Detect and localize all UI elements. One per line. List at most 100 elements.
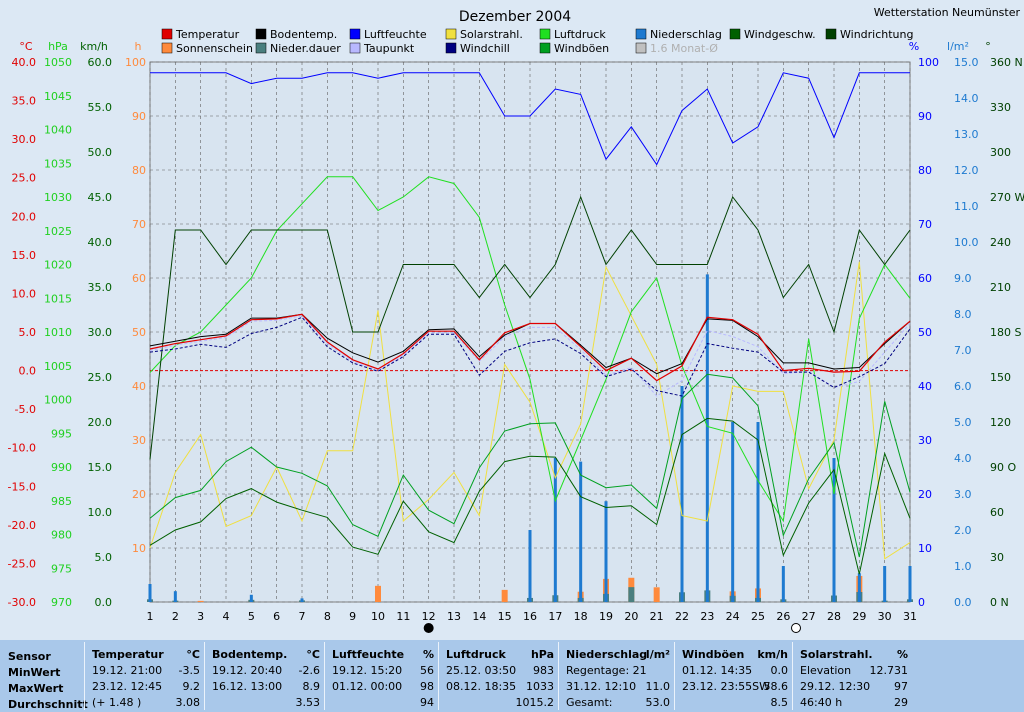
legend-label: Niederschlag xyxy=(650,28,722,41)
day-tick-label: 2 xyxy=(172,610,179,623)
stats-block-header: Temperatur °C xyxy=(92,648,200,662)
day-tick-label: 1 xyxy=(147,610,154,623)
temp-tick-label: 10.0 xyxy=(12,287,37,300)
legend-label: Windböen xyxy=(554,42,609,55)
stats-cell-label: 08.12. 18:35 xyxy=(446,680,517,693)
precipitation-bar xyxy=(300,598,304,602)
legend-label: Sonnenschein xyxy=(176,42,253,55)
humidity-axis-unit: % xyxy=(909,40,919,53)
stats-separator xyxy=(324,642,325,710)
pressure-axis-unit: hPa xyxy=(48,40,68,53)
direction-tick-label: 90 O xyxy=(990,461,1016,474)
day-tick-label: 30 xyxy=(878,610,892,623)
stats-cell-value: 0.0 xyxy=(770,664,789,677)
stats-cell-label: 01.12. 00:00 xyxy=(332,680,403,693)
pressure-tick-label: 1015 xyxy=(44,292,72,305)
stats-cell-value: 8.9 xyxy=(302,680,321,693)
precipitation-bar xyxy=(173,591,177,602)
pressure-tick-label: 1020 xyxy=(44,259,72,272)
stats-separator xyxy=(558,642,559,710)
legend-swatch xyxy=(825,28,837,40)
stats-row: 01.12. 14:35 0.0 xyxy=(682,664,788,678)
stats-block-header: Bodentemp. °C xyxy=(212,648,320,662)
direction-tick-label: 330 xyxy=(990,101,1011,114)
stats-separator xyxy=(204,642,205,710)
stats-cell-label: 01.12. 14:35 xyxy=(682,664,753,677)
stats-separator xyxy=(438,642,439,710)
stats-cell-label: 46:40 h xyxy=(800,696,843,709)
precipitation-bar xyxy=(756,422,760,602)
legend-label: Temperatur xyxy=(175,28,240,41)
pressure-tick-label: 1045 xyxy=(44,90,72,103)
stats-block-niederschlag: Niederschlag l/m² Regentage: 21 31.12. 12:1… xyxy=(560,642,674,710)
rain-tick-label: 6.0 xyxy=(954,380,972,393)
stats-block-title: Luftdruck xyxy=(446,648,506,661)
humidity-tick-label: 30 xyxy=(918,434,932,447)
stats-cell-label: 19.12. 15:20 xyxy=(332,664,403,677)
stats-block-header: Windböen km/h xyxy=(682,648,788,662)
stats-block-unit: l/m² xyxy=(645,648,670,661)
temp-tick-label: -20.0 xyxy=(8,519,36,532)
stats-block-bodentemp: Bodentemp. °C 19.12. 20:40 -2.6 16.12. 13:00… xyxy=(206,642,324,710)
day-tick-label: 18 xyxy=(574,610,588,623)
stats-row: 16.12. 13:00 8.9 xyxy=(212,680,320,694)
legend-swatch xyxy=(445,28,457,40)
rain-axis-unit: l/m² xyxy=(947,40,969,53)
sun-axis-unit: h xyxy=(135,40,142,53)
pressure-tick-label: 980 xyxy=(51,529,72,542)
day-tick-label: 23 xyxy=(700,610,714,623)
day-tick-label: 31 xyxy=(903,610,917,623)
pressure-tick-label: 970 xyxy=(51,596,72,609)
day-tick-label: 29 xyxy=(852,610,866,623)
legend-label: Bodentemp. xyxy=(270,28,337,41)
day-tick-label: 22 xyxy=(675,610,689,623)
rain-tick-label: 13.0 xyxy=(954,128,979,141)
precipitation-bar xyxy=(781,566,785,602)
precipitation-bar xyxy=(832,458,836,602)
stats-block-temperatur: Temperatur °C 19.12. 21:00 -3.5 23.12. 12:45… xyxy=(86,642,204,710)
wind-tick-label: 40.0 xyxy=(88,236,113,249)
precip-duration-bar xyxy=(628,587,635,602)
sunshine-bar xyxy=(197,600,204,602)
humidity-tick-label: 50 xyxy=(918,326,932,339)
sun-tick-label: 90 xyxy=(132,110,146,123)
temp-tick-label: -15.0 xyxy=(8,480,36,493)
direction-tick-label: 180 S xyxy=(990,326,1021,339)
sunshine-bar xyxy=(501,589,508,602)
stats-row: Regentage: 21 xyxy=(566,664,670,678)
stats-row: 19.12. 21:00 -3.5 xyxy=(92,664,200,678)
day-tick-label: 15 xyxy=(498,610,512,623)
stats-row: 23.12. 23:55SW 58.6 xyxy=(682,680,788,694)
wind-tick-label: 55.0 xyxy=(88,101,113,114)
pressure-tick-label: 1000 xyxy=(44,394,72,407)
direction-tick-label: 210 xyxy=(990,281,1011,294)
new-moon-icon xyxy=(423,623,434,633)
sun-tick-label: 20 xyxy=(132,488,146,501)
sun-tick-label: 10 xyxy=(132,542,146,555)
wind-tick-label: 45.0 xyxy=(88,191,113,204)
stats-cell-label: 29.12. 12:30 xyxy=(800,680,871,693)
rain-tick-label: 2.0 xyxy=(954,524,972,537)
stats-cell-value: 29 xyxy=(894,696,908,709)
wind-tick-label: 5.0 xyxy=(95,551,113,564)
stats-label-avg: Durchschnitt xyxy=(8,698,88,711)
precipitation-bar xyxy=(604,501,608,602)
legend-swatch xyxy=(539,28,551,40)
legend-label: 1.6 Monat-Ø xyxy=(650,42,718,55)
stats-block-unit: °C xyxy=(306,648,320,661)
rain-tick-label: 12.0 xyxy=(954,164,979,177)
stats-separator xyxy=(674,642,675,710)
sun-tick-label: 40 xyxy=(132,380,146,393)
stats-block-title: Windböen xyxy=(682,648,745,661)
temp-tick-label: 20.0 xyxy=(12,210,37,223)
humidity-tick-label: 10 xyxy=(918,542,932,555)
pressure-tick-label: 995 xyxy=(51,427,72,440)
wind-tick-label: 0.0 xyxy=(95,596,113,609)
stats-cell-label: Regentage: 21 xyxy=(566,664,647,677)
pressure-tick-label: 1035 xyxy=(44,157,72,170)
legend-swatch xyxy=(255,42,267,54)
pressure-tick-label: 1050 xyxy=(44,56,72,69)
day-tick-label: 7 xyxy=(299,610,306,623)
humidity-tick-label: 60 xyxy=(918,272,932,285)
